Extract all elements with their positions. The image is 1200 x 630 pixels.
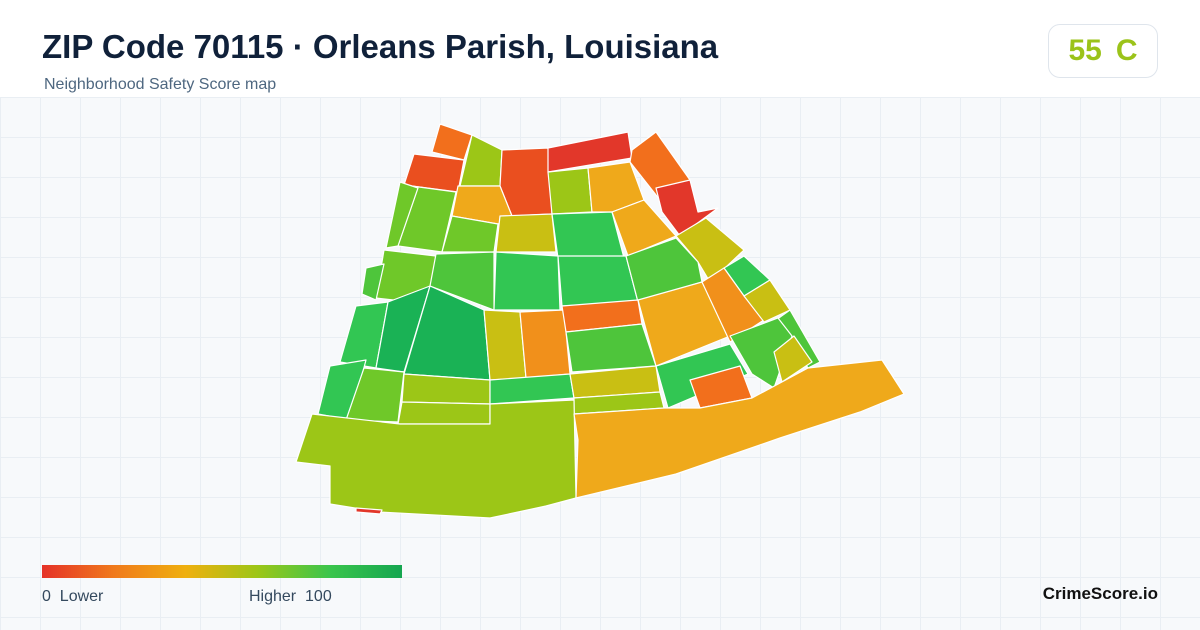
score-value: 55 [1068,34,1102,67]
map-block[interactable] [489,373,575,405]
map-block[interactable] [551,211,625,259]
map-block[interactable] [483,309,527,381]
map-block[interactable] [655,343,749,409]
map-block[interactable] [519,309,571,379]
map-block[interactable] [397,401,491,425]
map-block[interactable] [557,255,639,307]
map-block[interactable] [655,179,719,237]
safety-score-badge: 55 C [1048,24,1158,78]
map-block[interactable] [547,167,593,215]
legend-high-value: 100 [305,588,332,605]
map-block[interactable] [355,507,383,515]
map-block[interactable] [493,251,561,311]
map-block[interactable] [295,399,577,519]
page-title: ZIP Code 70115 · Orleans Parish, Louisia… [42,28,719,65]
map-block[interactable] [773,335,813,383]
brand-name: CrimeScore.io [1042,584,1158,603]
page-subtitle: Neighborhood Safety Score map [44,76,277,93]
legend-high-label: Higher 100 [249,588,332,606]
legend-low-text: Lower [59,588,104,605]
legend-low-label: 0 Lower [42,588,103,606]
legend-high-text: Higher [249,588,297,605]
map-block[interactable] [565,323,657,373]
header-band [0,0,1200,97]
map-block[interactable] [385,181,419,249]
legend-gradient-bar [42,565,402,578]
map-block[interactable] [573,359,905,499]
legend-low-value: 0 [42,588,51,605]
map-block[interactable] [401,373,491,405]
map-block[interactable] [431,123,473,161]
map-block[interactable] [495,213,557,253]
score-grade: C [1115,34,1138,67]
map-block[interactable] [625,237,703,303]
map-block[interactable] [361,263,385,301]
